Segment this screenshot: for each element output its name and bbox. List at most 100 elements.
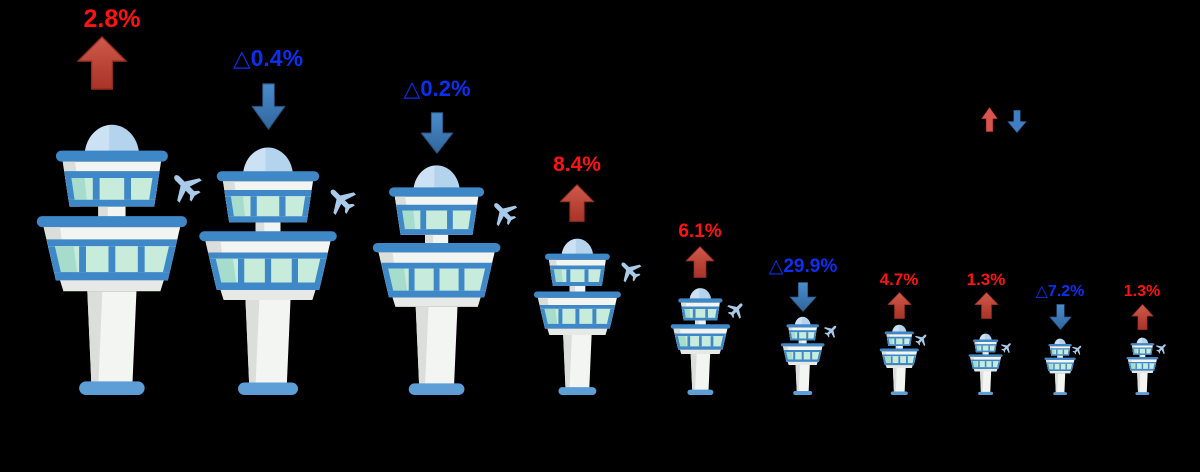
lower-cab-mullion (434, 268, 440, 291)
airplane-glyph (727, 303, 743, 319)
upper-cab-mullion (988, 345, 991, 351)
down-arrow-2-shape (251, 83, 285, 130)
lower-cab-frame-right (1152, 363, 1156, 369)
lower-cab-band-bottom (215, 282, 321, 290)
airplane-glyph (1155, 343, 1166, 354)
lower-cab-skirt (1130, 370, 1154, 373)
upper-cab-mullion (1055, 349, 1058, 355)
up-arrow-1-glyph (77, 36, 127, 90)
tower-1 (30, 122, 194, 395)
lower-cab-rail (670, 324, 730, 329)
lower-cab-skirt (60, 280, 164, 292)
legend-down-arrow-glyph (1007, 110, 1027, 133)
lower-cab-band (1128, 361, 1156, 364)
tower-dome-highlight (979, 333, 986, 341)
tower-dome-highlight (561, 238, 576, 257)
upper-cab-mullion (565, 269, 570, 283)
upper-cab-frame-right (468, 210, 477, 230)
lower-cab-mullion (108, 246, 116, 273)
upper-cab-windows (681, 309, 719, 318)
upper-cab-frame-left (549, 269, 556, 283)
pct-label-3: △0.2% (403, 75, 471, 101)
upper-cab-windows (549, 269, 605, 283)
upper-cab-mullion (797, 332, 800, 339)
lower-cab-frame-left (382, 268, 394, 291)
tower-base (238, 382, 298, 395)
upper-cab-frame-right (714, 309, 719, 318)
up-arrow-10-shape (1130, 304, 1154, 330)
lower-cab-band (1046, 362, 1074, 364)
lower-cab-band (971, 359, 1001, 362)
tower-base (409, 383, 465, 395)
upper-cab-windows (789, 332, 817, 339)
upper-cab-frame-left (681, 309, 686, 318)
pct-label-5: 6.1% (678, 221, 722, 243)
up-arrow-8 (974, 292, 999, 319)
upper-cab-windows (1132, 348, 1152, 354)
upper-cab-mullion (806, 332, 809, 339)
control-tower-icon (1044, 338, 1076, 395)
upper-cab-band-bottom (551, 282, 603, 286)
tower-top-rail (216, 171, 320, 182)
lower-cab-skirt (974, 368, 998, 372)
tower-dome-highlight (243, 147, 266, 177)
down-arrow-3 (420, 112, 454, 154)
lower-cab-mullion (459, 268, 465, 291)
upper-cab-band (64, 171, 160, 178)
lower-cab-mullion (1065, 363, 1067, 370)
upper-cab-band-bottom (682, 317, 718, 321)
upper-cab-mullion (692, 309, 696, 318)
upper-cab-mullion (894, 338, 896, 345)
upper-cab-mullion (124, 177, 132, 200)
down-arrow-9-shape (1048, 304, 1072, 330)
tower-top-rail (56, 150, 168, 162)
airplane-shape (1000, 342, 1011, 353)
lower-cab-rail (36, 216, 188, 228)
down-arrow-3-shape (420, 112, 454, 154)
up-arrow-8-glyph (974, 292, 998, 319)
tower-base (687, 389, 713, 395)
upper-cab-frame-right (908, 338, 912, 345)
upper-cab-frame-right (813, 332, 817, 339)
tower-3 (367, 163, 506, 395)
lower-cab-frame-left (48, 246, 61, 273)
lower-cab-band (784, 349, 822, 352)
upper-cab-band-bottom (1050, 354, 1070, 356)
upper-cab-neck (425, 234, 449, 245)
tower-dome-highlight (84, 125, 110, 157)
pct-label-1: 2.8% (83, 5, 141, 33)
lower-cab-band-bottom (1129, 368, 1155, 371)
tower-shaft-shade (1136, 372, 1140, 393)
lower-cab-mullion (793, 351, 796, 360)
upper-cab-band-bottom (790, 338, 816, 341)
down-arrow-9-glyph (1048, 304, 1072, 330)
up-arrow-5-shape (685, 246, 715, 278)
airplane-icon (1070, 341, 1087, 358)
up-arrow-5 (685, 246, 715, 278)
upper-cab-frame-right (1149, 348, 1152, 354)
lower-cab-mullion (710, 336, 713, 347)
up-arrow-4 (559, 184, 595, 222)
upper-cab-band-bottom (976, 350, 996, 353)
lower-cab-band-bottom (54, 272, 170, 281)
tower-dome-highlight (795, 316, 803, 326)
lower-cab-rail (199, 231, 337, 242)
upper-cab-mullion (1062, 349, 1064, 355)
control-tower-icon (533, 238, 621, 395)
lower-cab-band-bottom (972, 367, 1000, 369)
lower-cab-band (539, 304, 615, 309)
tower-9 (1043, 338, 1077, 395)
upper-cab-neck-shade (1057, 355, 1060, 358)
lower-cab-rail (1044, 357, 1076, 360)
lower-cab-mullion (1135, 363, 1137, 369)
upper-cab-neck (799, 340, 807, 344)
airplane-icon (722, 296, 750, 324)
pct-label-7: 4.7% (879, 270, 919, 290)
airplane-shape (174, 175, 202, 203)
lower-cab-frame-left (1046, 363, 1050, 370)
lower-cab-band-bottom (786, 359, 820, 362)
lower-cab-frame-right (1070, 363, 1074, 370)
lower-cab-skirt (1049, 371, 1071, 374)
airplane-glyph (494, 203, 518, 227)
upper-cab-neck (694, 320, 706, 325)
